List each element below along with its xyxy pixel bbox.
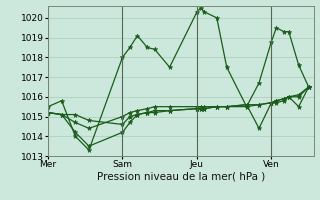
X-axis label: Pression niveau de la mer( hPa ): Pression niveau de la mer( hPa ) — [97, 172, 265, 182]
